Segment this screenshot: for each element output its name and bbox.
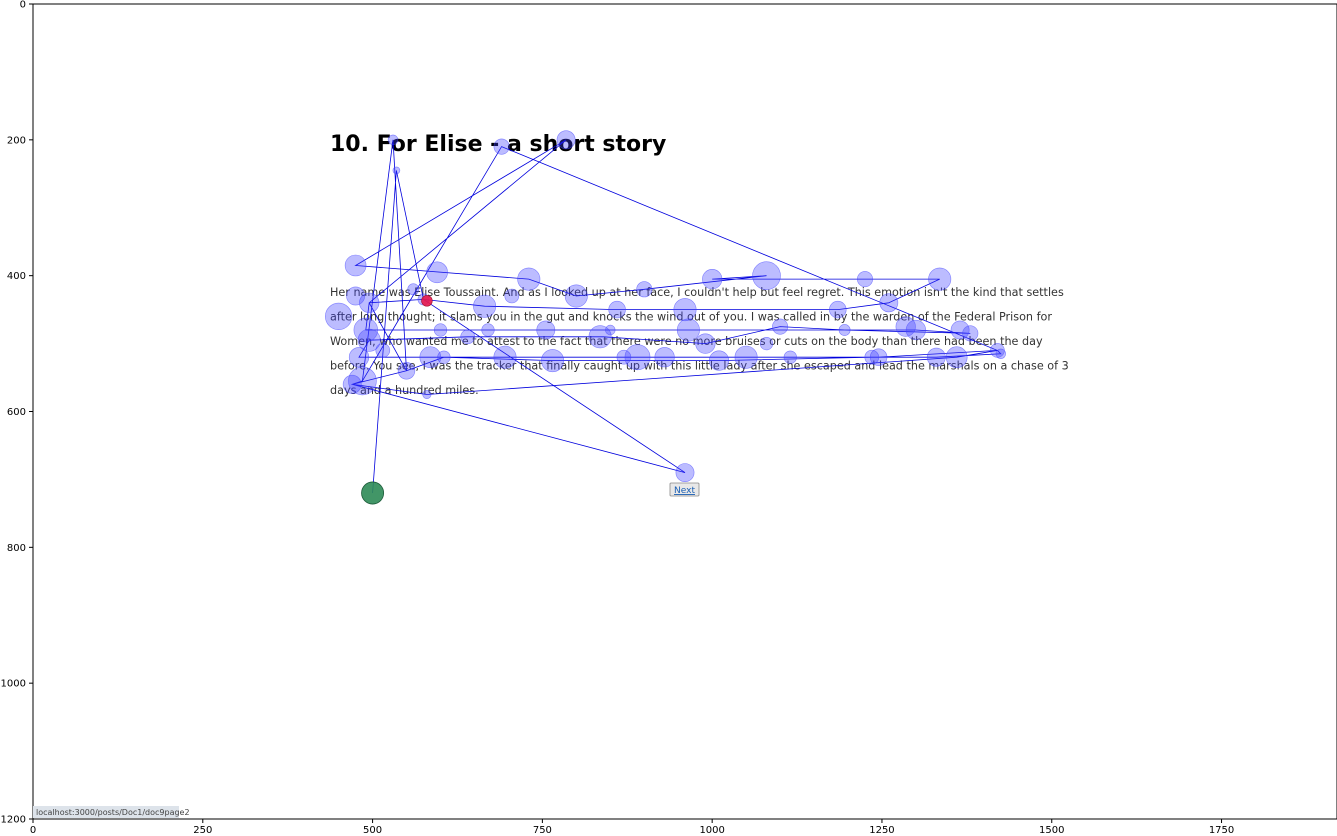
fixation-point bbox=[772, 318, 789, 335]
x-tick-label: 1000 bbox=[699, 825, 724, 836]
fixation-point bbox=[926, 347, 946, 367]
fixation-point bbox=[422, 389, 432, 399]
fixation-point bbox=[473, 294, 497, 318]
y-tick-label: 1000 bbox=[1, 679, 26, 690]
fixation-point bbox=[460, 329, 476, 345]
fixation-point bbox=[433, 323, 448, 337]
current-gaze-point bbox=[421, 295, 433, 307]
fixation-point bbox=[945, 346, 968, 369]
fixation-point bbox=[708, 350, 730, 371]
fixation-point bbox=[348, 347, 370, 368]
y-tick-label: 0 bbox=[20, 0, 26, 11]
fixation-point bbox=[536, 320, 556, 340]
paragraph-line: Her name was Elise Toussaint. And as I l… bbox=[330, 286, 1064, 299]
fixation-point bbox=[783, 350, 797, 364]
x-tick-label: 1750 bbox=[1209, 825, 1234, 836]
fixation-point bbox=[829, 300, 847, 319]
x-tick-label: 500 bbox=[363, 825, 382, 836]
x-axis: 0 250 500 750 1000 1250 1500 1750 bbox=[30, 819, 1234, 836]
fixation-point bbox=[419, 346, 442, 369]
fixation-point bbox=[616, 349, 632, 365]
fixation-point bbox=[605, 324, 616, 336]
fixation-point bbox=[673, 298, 697, 322]
fixation-point bbox=[357, 328, 381, 352]
y-tick-label: 200 bbox=[7, 135, 26, 146]
fixation-point bbox=[556, 130, 576, 150]
next-button-frame[interactable] bbox=[669, 482, 700, 497]
fixation-point bbox=[752, 261, 781, 291]
fixation-point bbox=[879, 293, 899, 313]
fixation-point bbox=[359, 292, 380, 313]
fixation-point bbox=[676, 318, 700, 342]
fixation-point bbox=[869, 348, 888, 366]
fixation-point bbox=[588, 325, 612, 349]
fixation-point bbox=[392, 166, 401, 175]
fixation-point bbox=[895, 316, 916, 337]
fixation-point bbox=[695, 333, 716, 354]
fixation-point bbox=[325, 302, 353, 331]
fixation-point bbox=[375, 343, 391, 358]
fixation-point bbox=[437, 350, 451, 364]
fixation-point bbox=[838, 324, 851, 336]
fixation-point bbox=[346, 286, 366, 306]
fixation-point bbox=[387, 134, 399, 146]
fixation-point bbox=[608, 300, 626, 319]
scanpath-line bbox=[350, 139, 1002, 494]
y-tick-label: 600 bbox=[7, 407, 26, 418]
fixation-point bbox=[481, 323, 495, 337]
fixation-markers bbox=[325, 130, 1006, 505]
scanpath-lines bbox=[350, 139, 1002, 494]
fixation-point bbox=[995, 348, 1006, 359]
fixation-point bbox=[654, 347, 675, 368]
fixation-point bbox=[962, 325, 979, 342]
next-button-label[interactable]: Next bbox=[674, 486, 695, 496]
fixation-point bbox=[564, 284, 588, 308]
fixation-point bbox=[397, 362, 416, 380]
axes-frame bbox=[32, 3, 1337, 820]
fixation-point bbox=[493, 138, 510, 155]
status-bar-bg bbox=[33, 806, 179, 818]
status-bar: localhost:3000/posts/Doc1/doc9page2 bbox=[33, 806, 190, 818]
x-tick-label: 1500 bbox=[1039, 825, 1064, 836]
fixation-point bbox=[517, 267, 541, 291]
status-url: localhost:3000/posts/Doc1/doc9page2 bbox=[36, 808, 190, 817]
x-tick-label: 0 bbox=[30, 825, 36, 836]
fixation-point bbox=[928, 267, 952, 291]
fixation-point bbox=[493, 345, 517, 369]
fixation-point bbox=[426, 261, 448, 284]
fixation-point bbox=[353, 317, 378, 343]
y-tick-label: 1200 bbox=[1, 815, 26, 826]
fixation-point bbox=[624, 344, 651, 371]
y-tick-label: 400 bbox=[7, 271, 26, 282]
paragraph-line: after long thought; it slams you in the … bbox=[330, 311, 1052, 324]
fixation-point bbox=[504, 288, 520, 304]
x-tick-label: 1250 bbox=[869, 825, 894, 836]
paragraph-line: Women, who wanted me to attest to the fa… bbox=[330, 335, 1043, 348]
x-tick-label: 250 bbox=[193, 825, 212, 836]
fixation-point bbox=[759, 337, 774, 351]
start-point bbox=[361, 481, 385, 505]
fixation-point bbox=[636, 281, 653, 298]
fixation-point bbox=[856, 271, 873, 288]
fixation-point bbox=[864, 349, 880, 365]
fixation-point bbox=[342, 374, 362, 394]
fixation-point bbox=[734, 345, 758, 369]
x-tick-label: 750 bbox=[533, 825, 552, 836]
fixation-point bbox=[675, 463, 695, 483]
y-axis: 0 200 400 600 800 1000 1200 bbox=[1, 0, 33, 826]
fixation-point bbox=[950, 320, 970, 340]
fixation-point bbox=[541, 349, 565, 373]
fixation-point bbox=[344, 254, 367, 277]
fixation-point bbox=[348, 366, 377, 396]
plot-area bbox=[32, 3, 1337, 820]
next-button[interactable]: Next bbox=[669, 482, 700, 497]
fixation-point bbox=[407, 283, 420, 296]
fixation-point bbox=[702, 269, 723, 290]
y-tick-label: 800 bbox=[7, 543, 26, 554]
